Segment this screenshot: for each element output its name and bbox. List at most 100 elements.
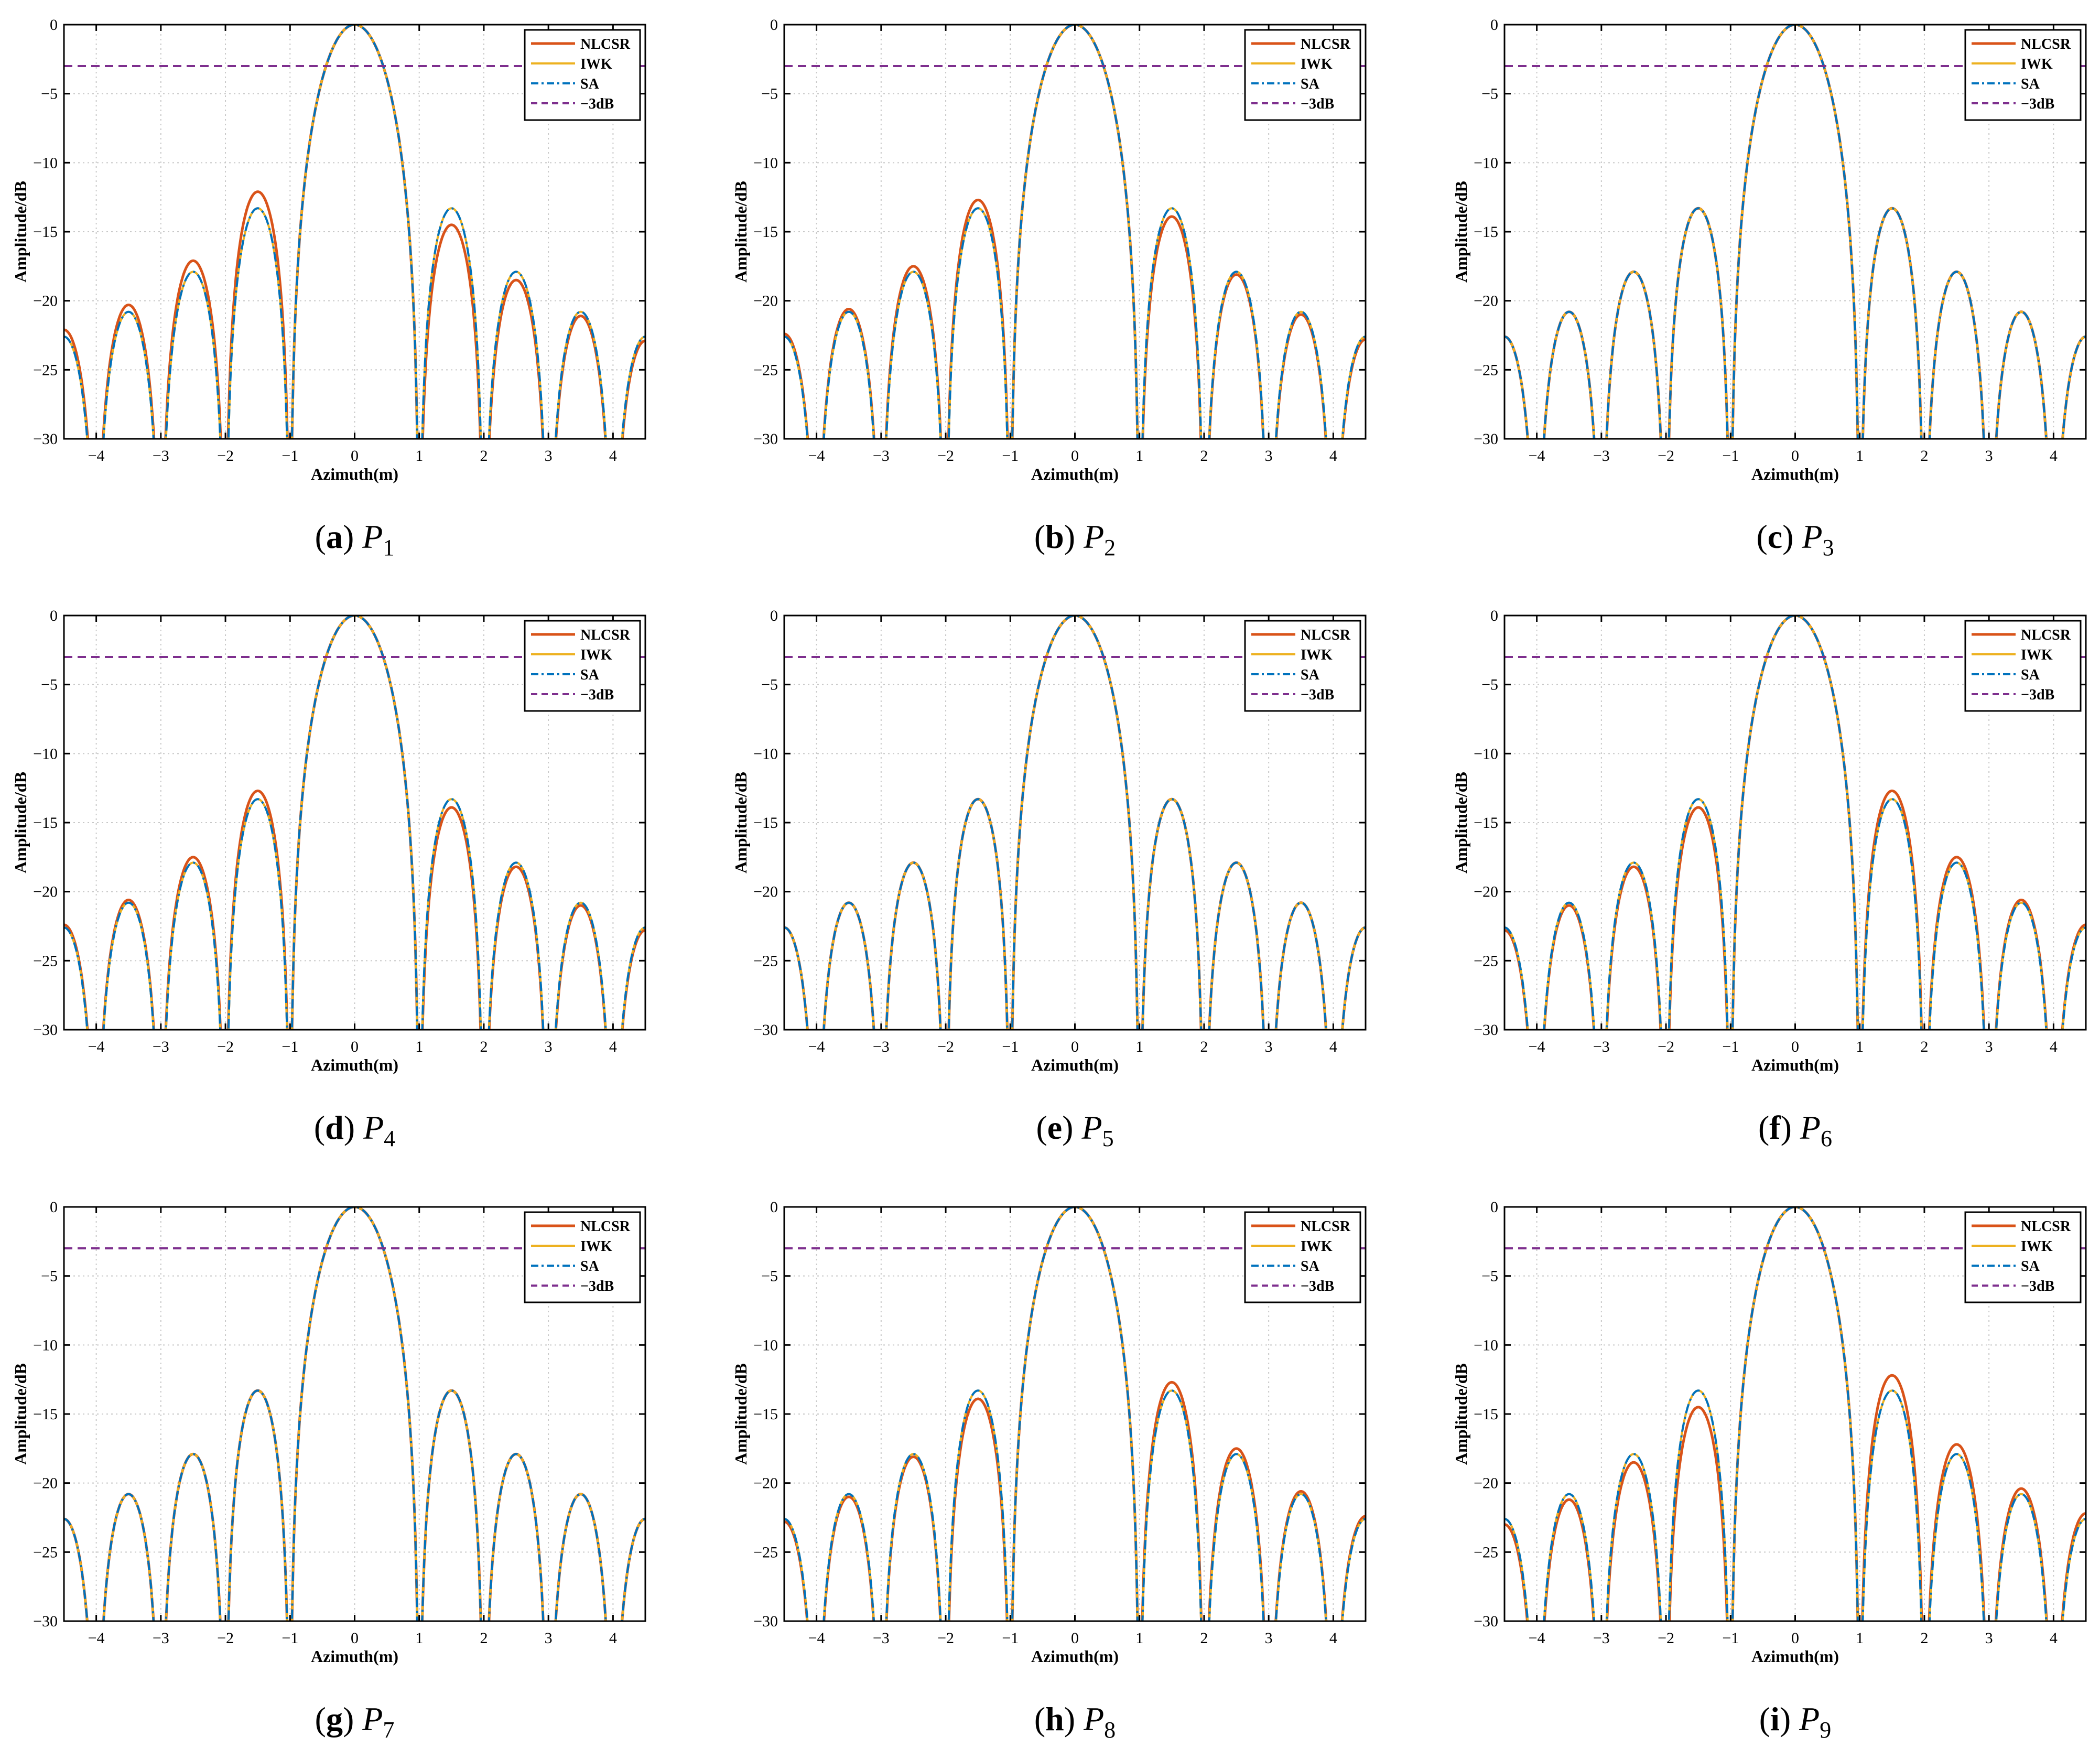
y-tick-label: −10	[753, 1336, 778, 1354]
y-tick-label: −10	[753, 745, 778, 762]
x-tick-label: −3	[153, 1038, 169, 1055]
y-tick-label: −10	[33, 1336, 58, 1354]
x-tick-label: 3	[545, 1630, 553, 1647]
grid	[784, 1206, 1366, 1622]
legend: NLCSR IWK SA −3dB	[1964, 29, 2082, 121]
y-tick-label: −20	[753, 293, 778, 310]
x-tick-label: 0	[1071, 1038, 1079, 1055]
y-tick-label: −25	[1474, 1544, 1498, 1561]
caption-letter: b	[1045, 518, 1064, 555]
caption-paren-open: (	[1759, 1700, 1770, 1738]
subplot-h: −4 −3 −2 −1 0 1 2 3 40−5−10−15−20−25−30Azimuth(m…	[731, 1199, 1367, 1743]
x-tick-label: 4	[609, 447, 617, 465]
x-tick-label: −1	[282, 1630, 298, 1647]
legend-box	[1244, 620, 1361, 712]
legend-label-minus3db: −3dB	[1301, 1278, 1334, 1294]
x-tick-label: 0	[1071, 447, 1079, 465]
caption-paren-close: )	[1062, 1109, 1081, 1146]
grid	[1504, 1206, 2086, 1622]
caption-subscript: 4	[384, 1126, 395, 1151]
x-tick-label: 0	[351, 1038, 359, 1055]
caption-paren-open: (	[1034, 518, 1045, 555]
x-tick-label: 1	[1135, 1630, 1143, 1647]
x-tick-label: −3	[1593, 1630, 1610, 1647]
x-tick-label: −4	[1529, 1038, 1545, 1055]
x-tick-label: 2	[1200, 1038, 1208, 1055]
x-tick-label: 1	[1856, 447, 1864, 465]
x-tick-label: −1	[1002, 447, 1019, 465]
x-tick-label: 1	[415, 1038, 423, 1055]
legend-label-nlcsr: NLCSR	[1301, 36, 1351, 52]
x-tick-label: −1	[282, 447, 298, 465]
y-tick-label: 0	[50, 1199, 58, 1216]
x-tick-label: −1	[1002, 1038, 1019, 1055]
y-axis-label: Amplitude/dB	[1452, 181, 1470, 283]
legend: NLCSR IWK SA −3dB	[1244, 620, 1361, 712]
legend-label-sa: SA	[2021, 667, 2040, 683]
legend-box	[524, 29, 641, 121]
x-tick-label: −2	[217, 1630, 234, 1647]
y-tick-label: −20	[1474, 293, 1498, 310]
legend-label-iwk: IWK	[580, 647, 612, 663]
grid	[784, 24, 1366, 439]
legend-box	[1964, 29, 2082, 121]
y-tick-label: −20	[33, 883, 58, 901]
x-tick-label: −4	[88, 1630, 105, 1647]
legend-label-iwk: IWK	[1301, 1238, 1333, 1255]
caption-point: P	[363, 1109, 384, 1146]
x-tick-label: 3	[1265, 447, 1273, 465]
subplot-b: −4 −3 −2 −1 0 1 2 3 40−5−10−15−20−25−30Azimuth(m…	[731, 16, 1367, 560]
x-axis-label: Azimuth(m)	[1031, 465, 1119, 483]
caption-letter: a	[326, 518, 343, 555]
legend-label-minus3db: −3dB	[580, 96, 614, 112]
caption-point: P	[362, 1700, 383, 1738]
subplot-caption: (d) P4	[314, 1109, 395, 1151]
legend: NLCSR IWK SA −3dB	[1964, 620, 2082, 712]
x-axis-label: Azimuth(m)	[1031, 1055, 1119, 1074]
x-tick-label: −2	[1658, 1630, 1674, 1647]
legend-label-iwk: IWK	[1301, 56, 1333, 72]
y-axis-label: Amplitude/dB	[731, 181, 750, 283]
caption-point: P	[1083, 518, 1104, 555]
x-tick-label: −2	[217, 447, 234, 465]
y-tick-label: −25	[33, 1544, 58, 1561]
y-tick-label: −10	[1474, 1336, 1498, 1354]
x-tick-label: 2	[1920, 1038, 1928, 1055]
caption-letter: i	[1770, 1700, 1780, 1738]
x-tick-label: 0	[1791, 447, 1799, 465]
grid	[1504, 24, 2086, 439]
subplot-caption: (f) P6	[1758, 1109, 1832, 1151]
caption-paren-close: )	[1782, 518, 1802, 555]
legend-label-nlcsr: NLCSR	[2021, 36, 2071, 52]
caption-subscript: 1	[383, 535, 394, 560]
x-tick-label: −4	[1529, 1630, 1545, 1647]
y-tick-label: −20	[1474, 883, 1498, 901]
y-tick-label: −5	[1481, 676, 1498, 694]
legend: NLCSR IWK SA −3dB	[524, 620, 641, 712]
y-tick-label: −30	[1474, 1021, 1498, 1039]
caption-letter: e	[1047, 1109, 1062, 1146]
y-tick-label: −25	[753, 361, 778, 379]
y-tick-label: −5	[41, 85, 58, 103]
x-tick-label: −3	[873, 1038, 890, 1055]
caption-subscript: 9	[1820, 1717, 1831, 1743]
x-axis-label: Azimuth(m)	[1751, 465, 1839, 483]
y-tick-label: 0	[50, 16, 58, 34]
subplot-caption: (c) P3	[1756, 518, 1834, 560]
legend-label-minus3db: −3dB	[2021, 96, 2054, 112]
y-tick-label: 0	[770, 16, 778, 34]
y-tick-label: −10	[33, 745, 58, 762]
x-tick-label: −4	[88, 1038, 105, 1055]
legend-label-sa: SA	[1301, 1258, 1320, 1275]
x-tick-label: −3	[153, 1630, 169, 1647]
y-tick-label: −5	[41, 1268, 58, 1285]
caption-point: P	[1800, 1109, 1821, 1146]
y-tick-label: −25	[1474, 952, 1498, 969]
x-tick-label: −3	[153, 447, 169, 465]
x-tick-label: 4	[2050, 1038, 2058, 1055]
legend-label-minus3db: −3dB	[1301, 96, 1334, 112]
legend-box	[524, 620, 641, 712]
x-tick-label: 3	[545, 1038, 553, 1055]
y-axis-label: Amplitude/dB	[1452, 1363, 1470, 1465]
